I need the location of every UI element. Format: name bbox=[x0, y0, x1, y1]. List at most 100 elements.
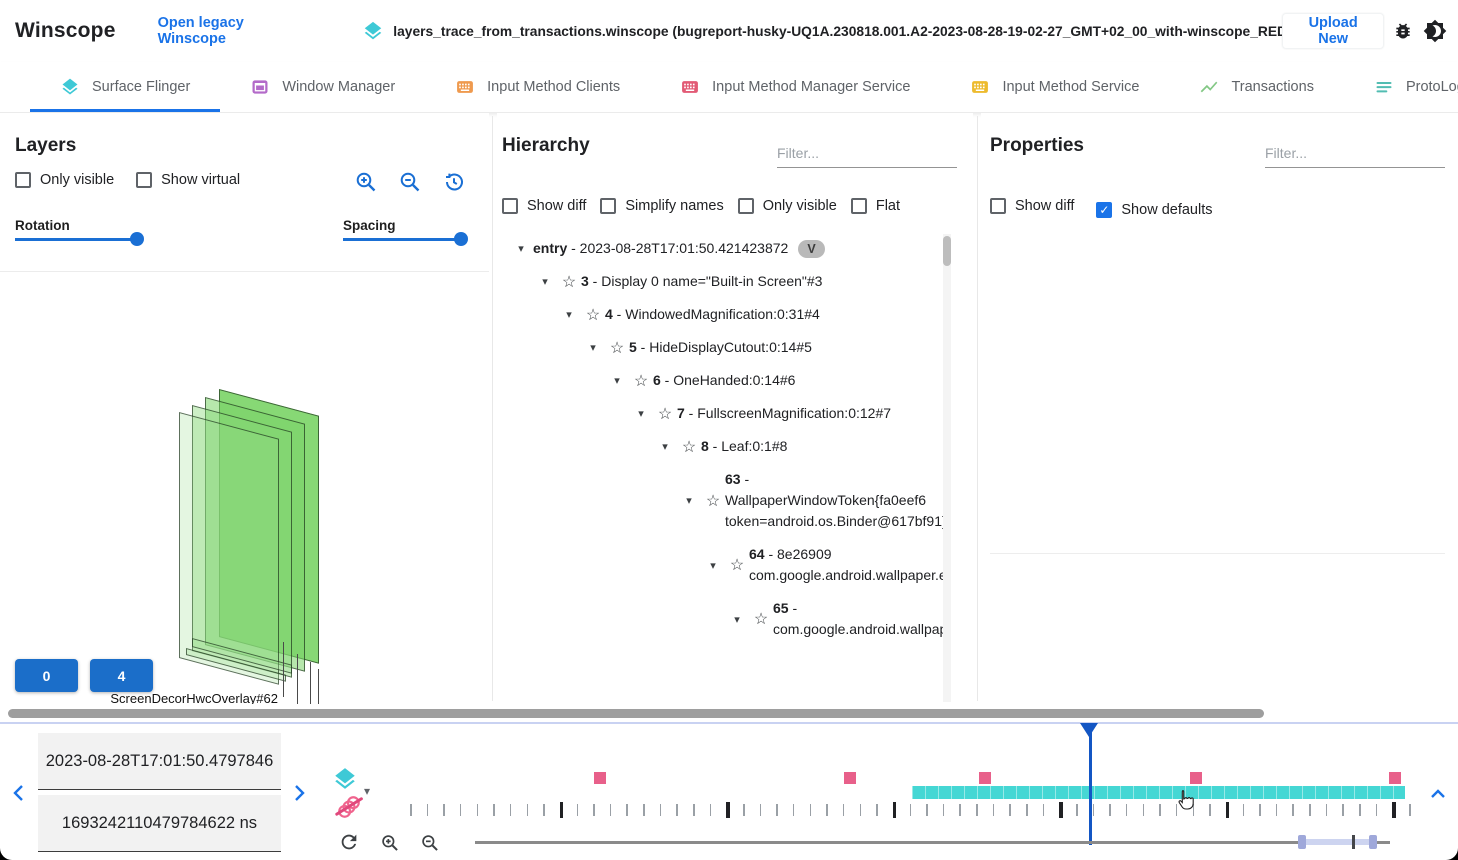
tab-input-method-service[interactable]: Input Method Service bbox=[940, 62, 1169, 112]
hierarchy-flat-checkbox[interactable]: Flat bbox=[850, 198, 900, 214]
layers-only-visible-checkbox[interactable]: Only visible bbox=[15, 172, 114, 188]
expand-arrow-icon[interactable]: ▾ bbox=[686, 495, 692, 507]
pin-star-icon[interactable]: ☆ bbox=[705, 492, 721, 510]
slider-thumb[interactable] bbox=[454, 232, 468, 246]
timeline-divider bbox=[0, 722, 1458, 724]
tab-window-manager[interactable]: Window Manager bbox=[220, 62, 425, 112]
slider-track bbox=[15, 238, 137, 241]
tree-node-5[interactable]: ▾ ☆ 5 - HideDisplayCutout:0:14#5 bbox=[497, 331, 949, 364]
pin-star-icon[interactable]: ☆ bbox=[729, 557, 745, 574]
hierarchy-filter-input[interactable] bbox=[777, 143, 957, 168]
theme-toggle-button[interactable] bbox=[1419, 14, 1450, 48]
timeline-range-selection[interactable] bbox=[1306, 839, 1370, 845]
tab-input-method-clients[interactable]: Input Method Clients bbox=[425, 62, 650, 112]
tree-node-6[interactable]: ▾ ☆ 6 - OneHanded:0:14#6 bbox=[497, 364, 949, 397]
transition-marker[interactable] bbox=[844, 772, 856, 784]
layers-3d-canvas[interactable]: ScreenDecorHwcOverlay#62NavigationBar0#8… bbox=[0, 272, 489, 749]
expand-arrow-icon[interactable]: ▾ bbox=[542, 276, 548, 288]
hierarchy-only-visible-checkbox[interactable]: Only visible bbox=[737, 198, 837, 214]
transition-marker[interactable] bbox=[979, 772, 991, 784]
expand-arrow-icon[interactable]: ▾ bbox=[566, 309, 572, 321]
hierarchy-show-diff-checkbox[interactable]: Show diff bbox=[502, 198, 586, 214]
timeline-refresh-button[interactable] bbox=[337, 831, 361, 855]
hierarchy-scrollbar[interactable] bbox=[943, 234, 951, 702]
zoom-in-button[interactable] bbox=[353, 169, 379, 195]
previous-entry-button[interactable] bbox=[8, 780, 30, 806]
properties-filter-input[interactable] bbox=[1265, 143, 1445, 168]
rotation-slider[interactable] bbox=[15, 231, 144, 247]
tree-node-65[interactable]: ▾ ☆65 - com.google.android.wallpaper.effe… bbox=[497, 592, 949, 646]
pin-star-icon[interactable]: ☆ bbox=[633, 372, 649, 390]
checkbox-icon[interactable] bbox=[502, 198, 518, 214]
expand-arrow-icon[interactable]: ▾ bbox=[518, 243, 524, 255]
scrollbar-thumb[interactable] bbox=[943, 236, 951, 266]
expand-arrow-icon[interactable]: ▾ bbox=[614, 375, 620, 387]
pin-star-icon[interactable]: ☆ bbox=[657, 405, 673, 423]
disabled-transition-trace-icon[interactable] bbox=[336, 794, 362, 820]
slider-thumb[interactable] bbox=[130, 232, 144, 246]
collapse-timeline-button[interactable] bbox=[1426, 782, 1448, 808]
checkbox-icon[interactable] bbox=[737, 198, 754, 214]
hierarchy-simplify-names-checkbox[interactable]: Simplify names bbox=[600, 198, 724, 214]
range-handle-left[interactable] bbox=[1298, 835, 1306, 849]
active-trace-layers-icon[interactable] bbox=[332, 766, 358, 792]
restore-icon bbox=[446, 173, 463, 191]
timeline-ruler[interactable] bbox=[0, 704, 1458, 860]
playhead-handle[interactable] bbox=[1080, 723, 1098, 737]
tree-node-3[interactable]: ▾ ☆ 3 - Display 0 name="Built-in Screen"#3 bbox=[497, 265, 949, 298]
expand-arrow-icon[interactable]: ▾ bbox=[710, 559, 716, 572]
legacy-winscope-link[interactable]: Open legacy Winscope bbox=[157, 15, 244, 47]
tree-node-63[interactable]: ▾ ☆ 63 - WallpaperWindowToken{fa0eef6 toke… bbox=[497, 463, 949, 538]
trace-selector-caret-icon[interactable]: ▾ bbox=[364, 784, 371, 798]
checkbox-icon[interactable] bbox=[990, 198, 1006, 214]
display-button-0[interactable]: 0 bbox=[15, 659, 78, 692]
tree-node-4[interactable]: ▾ ☆ 4 - WindowedMagnification:0:31#4 bbox=[497, 298, 949, 331]
reset-view-button[interactable] bbox=[441, 169, 467, 195]
tab-input-method-manager-service[interactable]: Input Method Manager Service bbox=[650, 62, 940, 112]
pin-star-icon[interactable]: ☆ bbox=[681, 438, 697, 456]
checkbox-icon[interactable] bbox=[15, 172, 31, 188]
hierarchy-panel-title: Hierarchy bbox=[502, 135, 590, 156]
pin-star-icon[interactable]: ☆ bbox=[753, 611, 769, 628]
expand-arrow-icon[interactable]: ▾ bbox=[734, 613, 740, 626]
timestamp-human-input[interactable] bbox=[38, 733, 281, 790]
pin-star-icon[interactable]: ☆ bbox=[585, 306, 601, 324]
playhead-line[interactable] bbox=[1089, 723, 1092, 845]
expand-arrow-icon[interactable]: ▾ bbox=[590, 342, 596, 354]
layers-show-virtual-checkbox[interactable]: Show virtual bbox=[136, 172, 240, 188]
range-handle-right[interactable] bbox=[1369, 835, 1377, 849]
transition-marker[interactable] bbox=[1190, 772, 1202, 784]
timeline-range-scrollbar[interactable] bbox=[475, 841, 1390, 844]
pin-star-icon[interactable]: ☆ bbox=[561, 273, 577, 291]
next-entry-button[interactable] bbox=[288, 780, 310, 806]
checkbox-icon[interactable] bbox=[850, 198, 867, 214]
display-button-4[interactable]: 4 bbox=[90, 659, 153, 692]
properties-show-defaults-checkbox[interactable]: ✓ Show defaults bbox=[1096, 202, 1212, 218]
transition-marker[interactable] bbox=[594, 772, 606, 784]
checkbox-icon[interactable]: ✓ bbox=[1096, 202, 1113, 218]
tab-transactions[interactable]: Transactions bbox=[1169, 62, 1343, 112]
checkbox-icon[interactable] bbox=[600, 198, 617, 214]
timeline-zoom-in-button[interactable] bbox=[378, 832, 402, 856]
expand-arrow-icon[interactable]: ▾ bbox=[662, 441, 668, 453]
upload-new-button[interactable]: Upload New bbox=[1282, 13, 1384, 49]
tree-node-entry[interactable]: ▾ entry - 2023-08-28T17:01:50.421423872 V bbox=[497, 232, 949, 265]
tree-node-64[interactable]: ▾ ☆ 64 - 8e26909 com.google.android.wallpa… bbox=[497, 538, 949, 592]
tab-surface-flinger[interactable]: Surface Flinger bbox=[30, 62, 221, 112]
content-horizontal-scrollbar[interactable] bbox=[8, 709, 1264, 718]
pin-star-icon[interactable]: ☆ bbox=[609, 339, 625, 357]
transition-marker[interactable] bbox=[1389, 772, 1401, 784]
zoom-out-button[interactable] bbox=[397, 169, 423, 195]
timestamp-ns-input[interactable] bbox=[38, 795, 281, 852]
sf-trace-blocks[interactable] bbox=[912, 786, 1405, 799]
tab-protolog[interactable]: ProtoLog bbox=[1344, 62, 1458, 112]
report-bug-button[interactable] bbox=[1388, 14, 1419, 48]
layer-label[interactable]: ScreenDecorHwcOverlay#62 bbox=[110, 691, 278, 706]
spacing-slider[interactable] bbox=[343, 231, 468, 247]
properties-show-diff-checkbox[interactable]: Show diff bbox=[990, 198, 1074, 214]
checkbox-icon[interactable] bbox=[136, 172, 153, 188]
tree-node-8[interactable]: ▾ ☆ 8 - Leaf:0:1#8 bbox=[497, 430, 949, 463]
expand-arrow-icon[interactable]: ▾ bbox=[638, 408, 644, 420]
tree-node-7[interactable]: ▾ ☆ 7 - FullscreenMagnification:0:12#7 bbox=[497, 397, 949, 430]
timeline-zoom-out-button[interactable] bbox=[418, 832, 442, 856]
